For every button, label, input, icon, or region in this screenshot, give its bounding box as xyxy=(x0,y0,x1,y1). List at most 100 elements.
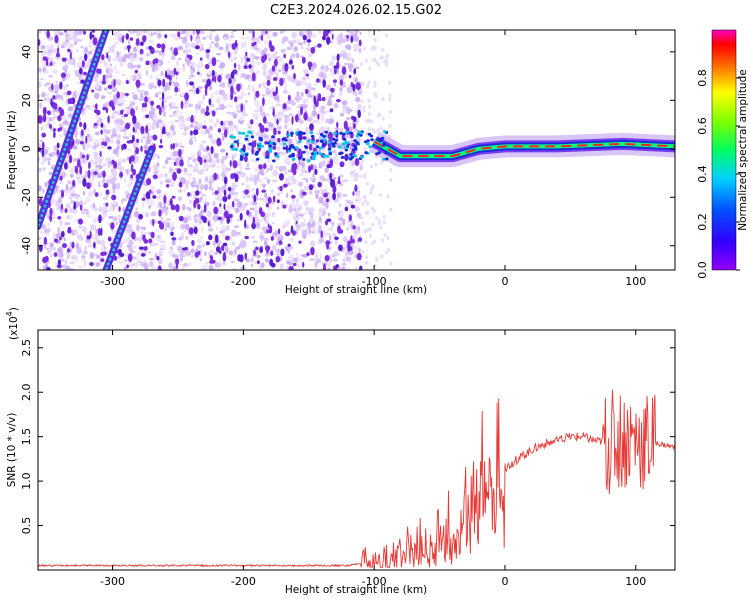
noise-speck xyxy=(145,53,151,56)
noise-speck xyxy=(153,170,158,176)
noise-speck xyxy=(188,75,191,79)
noise-speck xyxy=(260,231,264,235)
noise-speck xyxy=(113,41,120,44)
noise-speck xyxy=(358,47,362,54)
noise-blob xyxy=(153,58,159,64)
noise-speck xyxy=(172,130,176,136)
noise-speck xyxy=(212,200,216,207)
noise-speck xyxy=(156,195,161,200)
noise-blob xyxy=(146,178,152,186)
noise-speck xyxy=(202,94,205,100)
noise-speck xyxy=(123,178,127,183)
noise-speck xyxy=(98,180,101,188)
noise-blob xyxy=(125,33,129,40)
noise-speck xyxy=(231,30,234,36)
noise-blob xyxy=(327,40,330,45)
noise-blob xyxy=(233,62,237,69)
noise-blob xyxy=(170,204,176,211)
noise-blob xyxy=(132,115,137,125)
noise-blob xyxy=(231,43,236,50)
noise-speck xyxy=(100,240,106,247)
noise-speck xyxy=(345,117,351,120)
signal-clutter xyxy=(338,152,342,156)
noise-speck xyxy=(327,267,331,270)
noise-speck xyxy=(174,119,180,123)
noise-speck xyxy=(190,136,193,140)
snr-background xyxy=(38,330,675,570)
noise-speck xyxy=(381,47,385,52)
noise-speck xyxy=(301,91,304,97)
noise-blob xyxy=(100,227,103,236)
signal-clutter xyxy=(349,157,353,161)
noise-blob xyxy=(203,203,207,213)
noise-speck xyxy=(239,241,246,249)
signal-clutter xyxy=(382,142,387,145)
noise-speck xyxy=(69,261,75,265)
noise-speck xyxy=(301,161,305,169)
snr-y-axis: 0.51.01.52.02.5 xyxy=(20,339,675,534)
noise-speck xyxy=(54,149,58,152)
noise-blob xyxy=(74,165,79,174)
noise-blob xyxy=(253,140,257,148)
noise-speck xyxy=(315,132,320,135)
noise-blob xyxy=(161,99,164,109)
noise-speck xyxy=(190,248,195,254)
noise-blob xyxy=(251,140,255,149)
noise-speck xyxy=(338,92,344,95)
noise-speck xyxy=(159,180,164,185)
noise-blob xyxy=(352,239,355,244)
noise-speck xyxy=(213,232,216,237)
noise-speck xyxy=(363,199,367,204)
noise-speck xyxy=(153,119,159,123)
noise-speck xyxy=(80,45,84,49)
noise-speck xyxy=(114,50,118,56)
noise-speck xyxy=(95,131,100,136)
colorbar-label: Normalized spectral amplitude xyxy=(737,69,749,230)
noise-speck xyxy=(87,106,93,111)
noise-speck xyxy=(247,126,252,129)
noise-speck xyxy=(114,65,117,71)
noise-speck xyxy=(290,101,296,106)
noise-speck xyxy=(319,208,326,213)
noise-speck xyxy=(354,172,359,178)
noise-speck xyxy=(386,194,390,199)
noise-speck xyxy=(305,47,312,51)
noise-speck xyxy=(64,128,67,134)
noise-speck xyxy=(384,250,388,255)
noise-speck xyxy=(157,32,162,39)
noise-speck xyxy=(231,230,237,237)
noise-speck xyxy=(354,246,357,250)
noise-speck xyxy=(83,250,88,255)
noise-blob xyxy=(287,243,291,247)
noise-speck xyxy=(251,194,254,199)
signal-clutter xyxy=(377,151,382,155)
noise-speck xyxy=(242,113,249,117)
noise-blob xyxy=(339,79,343,86)
noise-speck xyxy=(171,55,176,61)
noise-speck xyxy=(367,127,371,132)
noise-speck xyxy=(325,65,329,72)
noise-speck xyxy=(342,218,346,226)
signal-clutter xyxy=(345,130,349,134)
noise-speck xyxy=(38,205,41,212)
noise-speck xyxy=(60,45,65,49)
noise-blob xyxy=(131,231,136,240)
noise-speck xyxy=(51,110,56,116)
noise-speck xyxy=(145,211,149,215)
noise-speck xyxy=(200,108,206,114)
noise-speck xyxy=(389,207,393,212)
noise-blob xyxy=(127,46,130,53)
noise-speck xyxy=(223,105,226,109)
noise-blob xyxy=(329,172,333,181)
noise-blob xyxy=(267,223,270,229)
noise-speck xyxy=(353,169,356,172)
noise-speck xyxy=(140,230,144,237)
noise-speck xyxy=(185,182,189,190)
signal-clutter xyxy=(241,131,246,135)
y-tick-label: 1.0 xyxy=(20,472,33,490)
noise-blob xyxy=(41,148,45,158)
signal-clutter xyxy=(282,146,287,150)
noise-speck xyxy=(199,258,203,262)
noise-blob xyxy=(263,54,268,61)
noise-speck xyxy=(368,66,372,71)
